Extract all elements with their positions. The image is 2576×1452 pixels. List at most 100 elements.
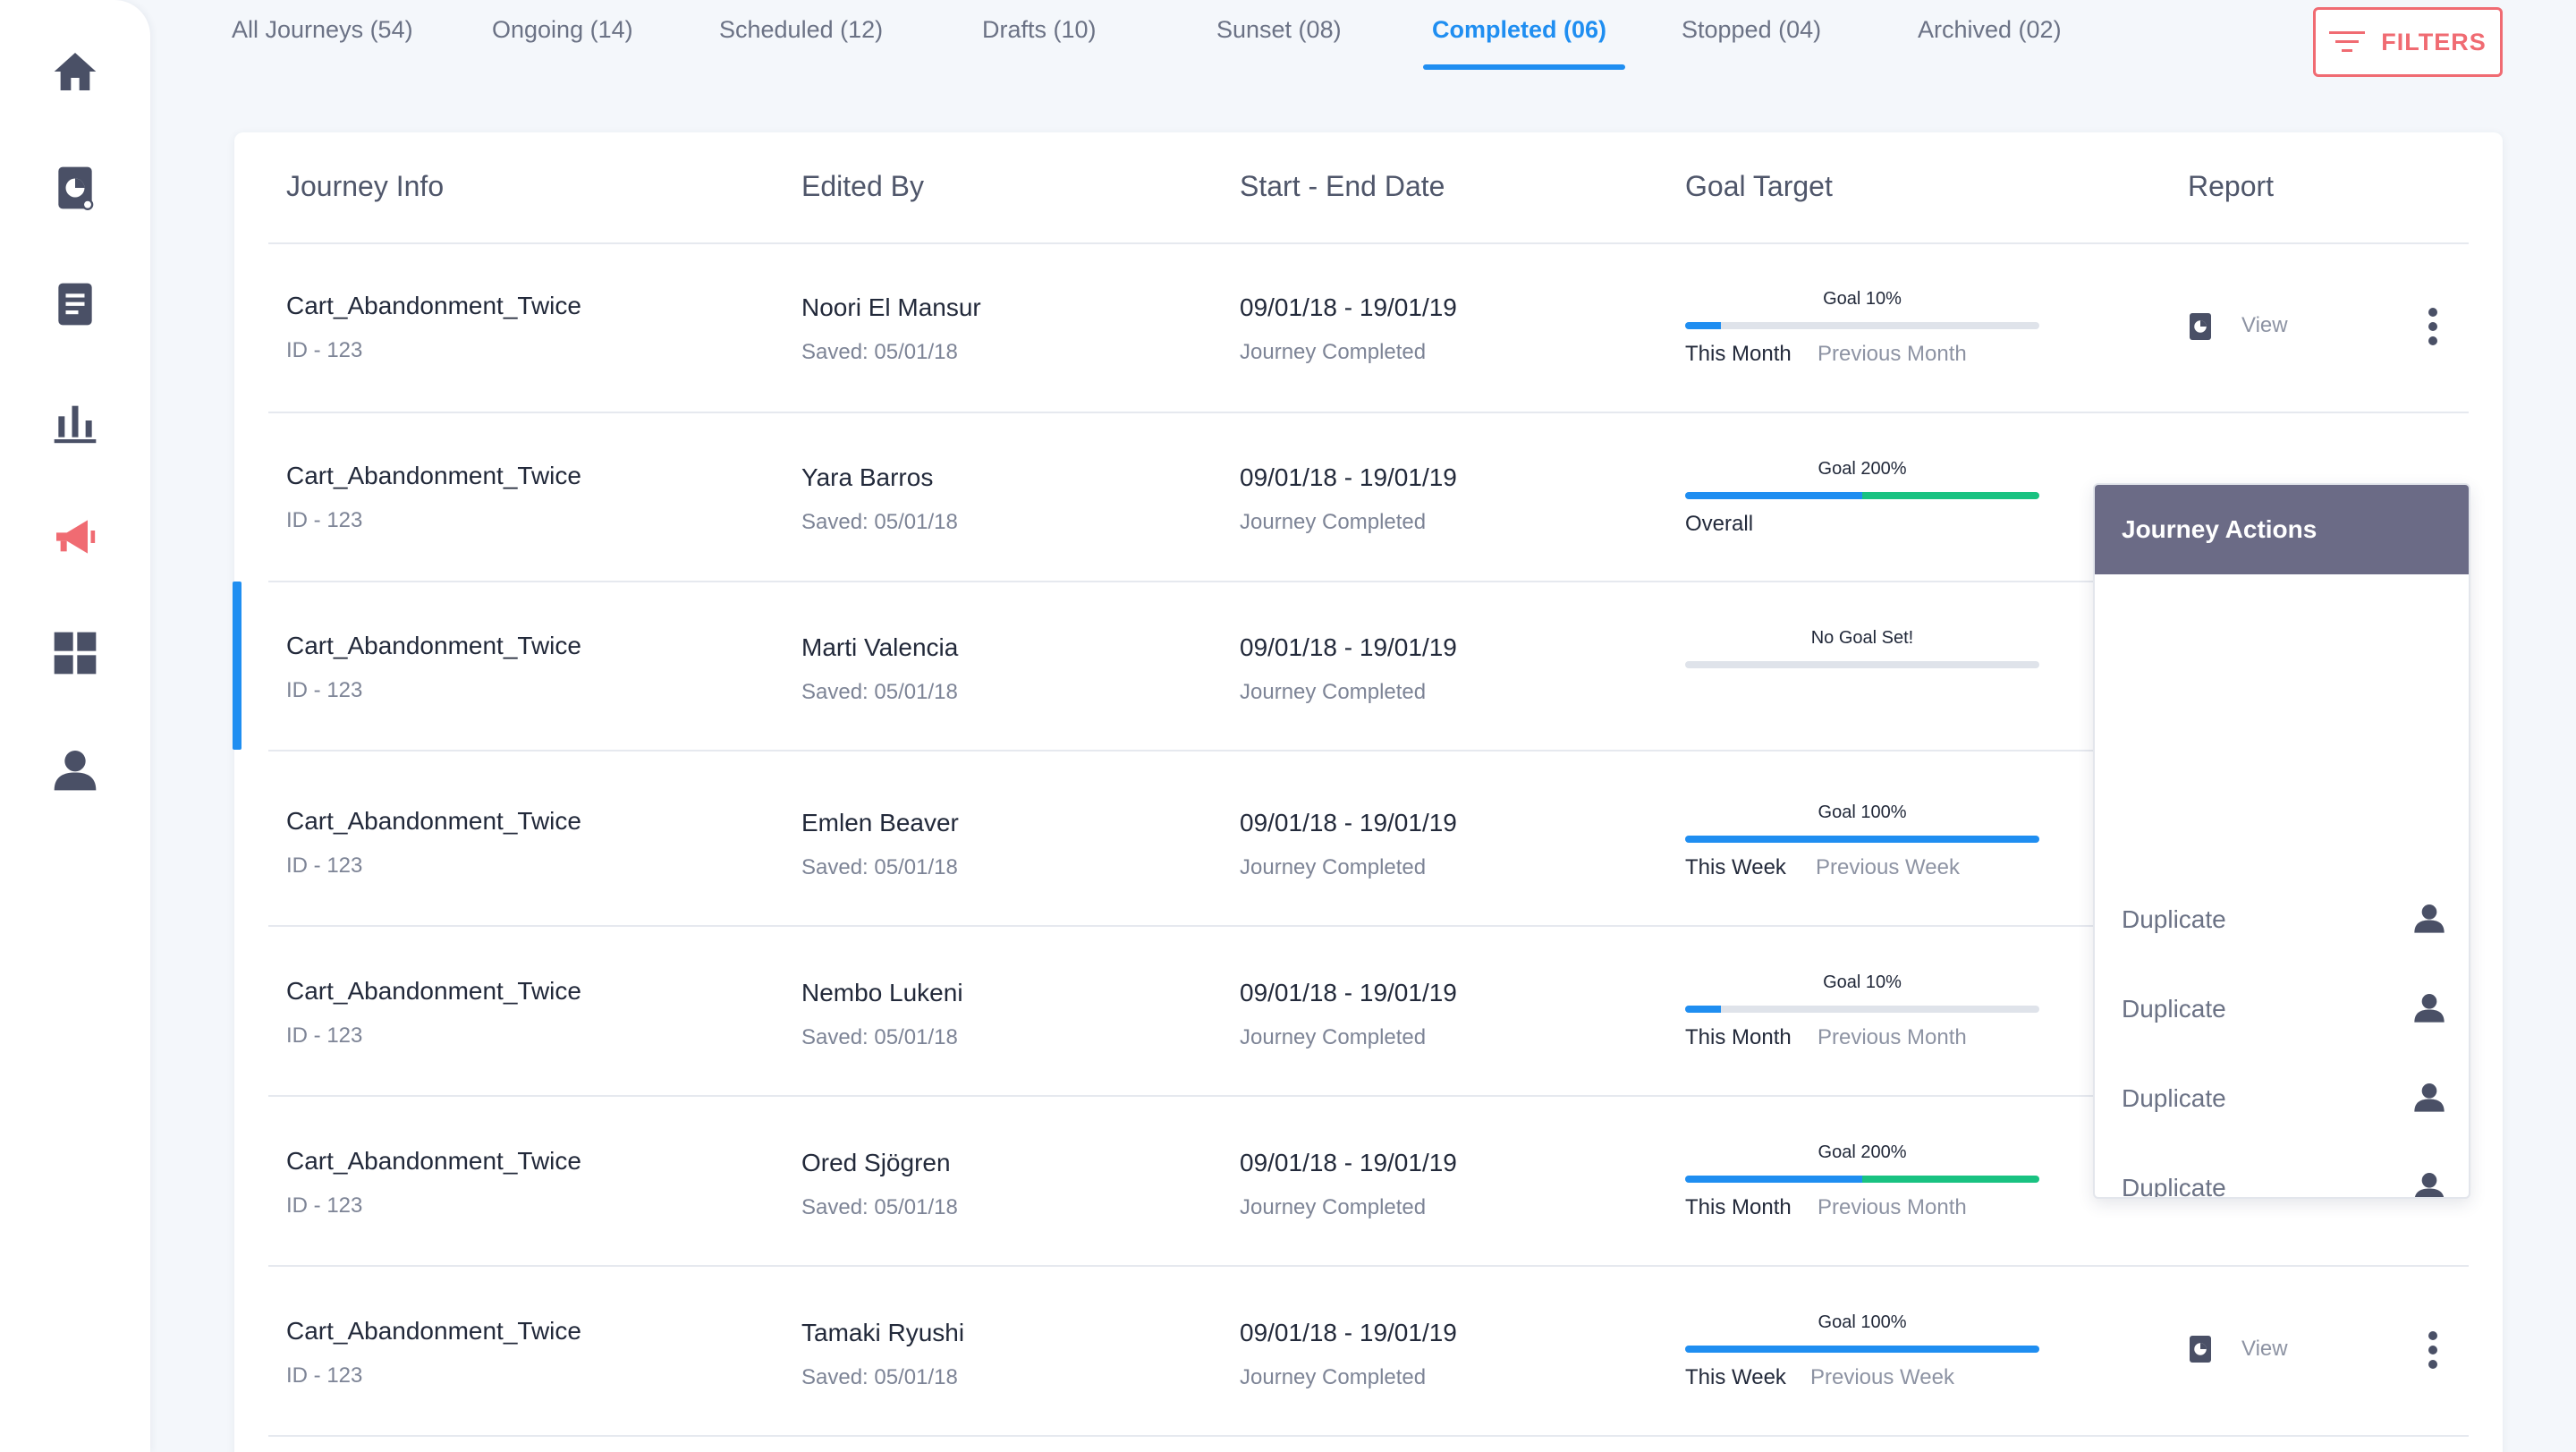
saved-date: Saved: 05/01/18 [801, 680, 958, 704]
menu-item-label: Duplicate [2122, 995, 2226, 1023]
tab-archived[interactable]: Archived (02) [1918, 16, 2062, 43]
period-overall[interactable]: Overall [1685, 512, 1754, 536]
period-this-month[interactable]: This Month [1685, 1195, 1792, 1219]
report-icon[interactable] [2184, 1333, 2216, 1365]
journey-name[interactable]: Cart_Abandonment_Twice [286, 1317, 581, 1345]
period-this-week[interactable]: This Week [1685, 1365, 1786, 1389]
period-this-week[interactable]: This Week [1685, 855, 1786, 879]
menu-item-duplicate[interactable]: Duplicate [2095, 1149, 2469, 1199]
row-divider [268, 1095, 2469, 1097]
journey-name[interactable]: Cart_Abandonment_Twice [286, 977, 581, 1005]
goal-progress-bar [1685, 492, 2039, 499]
date-range: 09/01/18 - 19/01/19 [1240, 809, 1457, 836]
user-icon [2414, 1083, 2445, 1112]
period-previous-week[interactable]: Previous Week [1816, 855, 1960, 879]
journey-status: Journey Completed [1240, 1025, 1427, 1049]
report-view-link[interactable]: View [2241, 313, 2288, 337]
menu-item-label: Duplicate [2122, 1084, 2226, 1112]
period-previous-month[interactable]: Previous Month [1818, 1195, 1967, 1219]
goal-overachieve-fill [1862, 1176, 2039, 1183]
period-this-month[interactable]: This Month [1685, 1025, 1792, 1049]
user-icon [2414, 904, 2445, 933]
menu-item-label: Duplicate [2122, 1174, 2226, 1199]
report-icon[interactable] [50, 163, 100, 213]
saved-date: Saved: 05/01/18 [801, 340, 958, 364]
column-header-edited-by[interactable]: Edited By [801, 170, 924, 202]
row-divider [268, 1435, 2469, 1437]
bar-chart-icon[interactable] [50, 395, 100, 446]
goal-progress-bar [1685, 1346, 2039, 1353]
user-icon [2414, 994, 2445, 1023]
tab-sunset[interactable]: Sunset (08) [1216, 16, 1342, 43]
report-icon[interactable] [2184, 310, 2216, 343]
period-previous-month[interactable]: Previous Month [1818, 1025, 1967, 1049]
goal-label: Goal 200% [1818, 459, 1907, 479]
journey-id: ID - 123 [286, 678, 363, 702]
more-options-icon[interactable] [2422, 307, 2444, 346]
row-divider [268, 581, 2469, 582]
goal-progress-fill [1685, 1006, 1721, 1013]
megaphone-icon[interactable] [50, 512, 100, 562]
journey-tabs: All Journeys (54) Ongoing (14) Scheduled… [0, 0, 2576, 81]
menu-item-duplicate[interactable]: Duplicate [2095, 1059, 2469, 1140]
journey-name[interactable]: Cart_Abandonment_Twice [286, 462, 581, 489]
journey-id: ID - 123 [286, 1193, 363, 1218]
period-this-month[interactable]: This Month [1685, 342, 1792, 366]
journey-name[interactable]: Cart_Abandonment_Twice [286, 807, 581, 835]
tab-stopped[interactable]: Stopped (04) [1682, 16, 1822, 43]
menu-item-duplicate[interactable]: Duplicate [2095, 970, 2469, 1050]
goal-label: Goal 10% [1823, 289, 1902, 309]
column-header-dates[interactable]: Start - End Date [1240, 170, 1445, 202]
goal-label: No Goal Set! [1810, 628, 1914, 648]
column-header-goal-target[interactable]: Goal Target [1685, 170, 1833, 202]
journey-name[interactable]: Cart_Abandonment_Twice [286, 292, 581, 319]
user-icon[interactable] [50, 744, 100, 794]
filters-label: FILTERS [2381, 28, 2487, 55]
editor-name: Yara Barros [801, 463, 934, 491]
row-divider [268, 242, 2469, 244]
tab-ongoing[interactable]: Ongoing (14) [492, 16, 633, 43]
goal-label: Goal 200% [1818, 1142, 1907, 1162]
tab-all-journeys[interactable]: All Journeys (54) [232, 16, 413, 43]
row-divider [268, 750, 2469, 751]
period-previous-week[interactable]: Previous Week [1810, 1365, 1954, 1389]
date-range: 09/01/18 - 19/01/19 [1240, 979, 1457, 1006]
goal-progress-bar [1685, 322, 2039, 329]
menu-item-duplicate[interactable]: Duplicate [2095, 880, 2469, 961]
goal-label: Goal 100% [1818, 802, 1907, 822]
saved-date: Saved: 05/01/18 [801, 855, 958, 879]
document-icon[interactable] [50, 279, 100, 329]
tab-drafts[interactable]: Drafts (10) [982, 16, 1097, 43]
journey-name[interactable]: Cart_Abandonment_Twice [286, 632, 581, 659]
journey-id: ID - 123 [286, 853, 363, 878]
user-icon [2414, 1173, 2445, 1197]
row-divider [268, 412, 2469, 413]
goal-label: Goal 10% [1823, 972, 1902, 992]
goal-progress-bar [1685, 1176, 2039, 1183]
filter-icon [2329, 31, 2366, 52]
report-view-link[interactable]: View [2241, 1337, 2288, 1361]
filters-button[interactable]: FILTERS [2313, 7, 2503, 77]
date-range: 09/01/18 - 19/01/19 [1240, 1319, 1457, 1346]
journey-actions-title: Journey Actions [2095, 485, 2469, 574]
sidebar [0, 0, 150, 1452]
tab-completed[interactable]: Completed (06) [1432, 16, 1607, 43]
tab-scheduled[interactable]: Scheduled (12) [719, 16, 884, 43]
saved-date: Saved: 05/01/18 [801, 1365, 958, 1389]
journey-status: Journey Completed [1240, 340, 1427, 364]
journey-status: Journey Completed [1240, 855, 1427, 879]
active-tab-indicator [1423, 64, 1625, 70]
dashboard-grid-icon[interactable] [50, 628, 100, 678]
editor-name: Noori El Mansur [801, 293, 981, 321]
column-header-journey-info[interactable]: Journey Info [286, 170, 445, 202]
menu-item-label: Duplicate [2122, 905, 2226, 933]
column-header-report[interactable]: Report [2188, 170, 2275, 202]
journey-id: ID - 123 [286, 1363, 363, 1388]
goal-label: Goal 100% [1818, 1312, 1907, 1332]
editor-name: Ored Sjögren [801, 1149, 951, 1176]
home-icon[interactable] [50, 47, 100, 97]
period-previous-month[interactable]: Previous Month [1818, 342, 1967, 366]
more-options-icon[interactable] [2422, 1330, 2444, 1370]
date-range: 09/01/18 - 19/01/19 [1240, 633, 1457, 661]
journey-name[interactable]: Cart_Abandonment_Twice [286, 1147, 581, 1175]
